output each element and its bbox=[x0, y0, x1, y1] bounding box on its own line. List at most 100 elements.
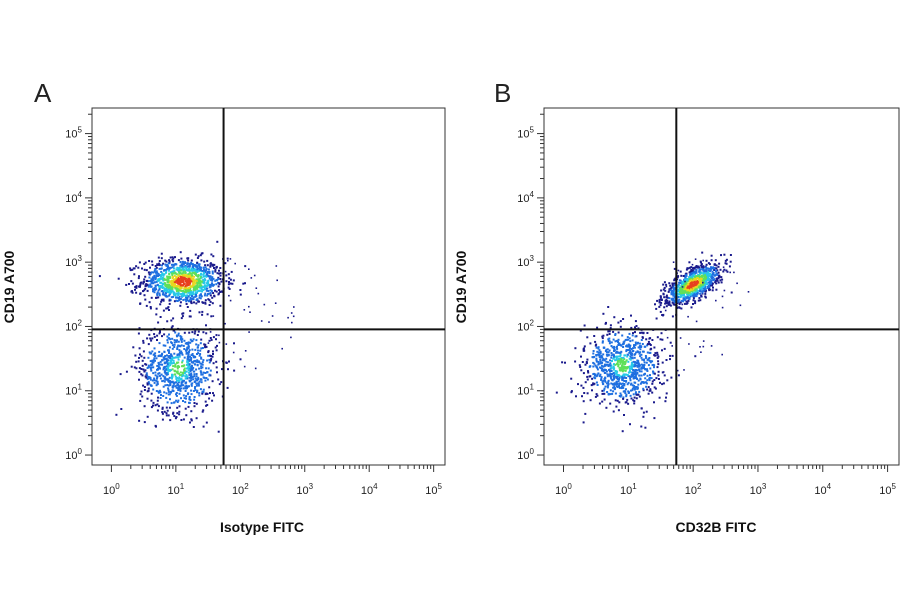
event-dot bbox=[182, 292, 184, 295]
event-dot bbox=[692, 283, 695, 286]
event-dot bbox=[185, 370, 188, 373]
event-dot bbox=[703, 288, 706, 291]
event-dot bbox=[165, 357, 168, 360]
event-dot bbox=[614, 370, 617, 372]
event-dot bbox=[197, 255, 200, 258]
event-dot bbox=[582, 400, 585, 403]
event-dot bbox=[570, 390, 573, 393]
event-dot bbox=[160, 373, 163, 376]
event-dot bbox=[680, 307, 683, 310]
y-tick-label: 102 bbox=[65, 318, 82, 333]
event-dot bbox=[678, 286, 681, 289]
event-dot bbox=[208, 270, 211, 273]
event-dot bbox=[182, 284, 184, 287]
event-dot bbox=[614, 372, 617, 375]
event-dot bbox=[650, 347, 653, 350]
event-dot bbox=[621, 334, 624, 337]
event-dot bbox=[159, 316, 162, 318]
event-dot bbox=[147, 285, 150, 288]
event-dot bbox=[677, 269, 680, 272]
event-dot bbox=[147, 381, 150, 384]
event-dot bbox=[193, 398, 196, 401]
event-dot bbox=[157, 405, 160, 408]
event-dot bbox=[216, 344, 218, 347]
event-dot bbox=[168, 350, 171, 353]
event-dot bbox=[605, 360, 608, 363]
event-dot bbox=[145, 363, 148, 366]
event-dot bbox=[702, 281, 705, 284]
event-dot bbox=[606, 386, 609, 389]
event-dot bbox=[624, 367, 627, 370]
event-dot bbox=[190, 354, 193, 357]
event-dot bbox=[193, 280, 196, 283]
event-dot bbox=[690, 289, 693, 292]
event-dot bbox=[679, 289, 682, 292]
event-dot bbox=[188, 349, 191, 352]
event-dot bbox=[168, 267, 171, 270]
event-dot bbox=[608, 330, 611, 333]
event-dot bbox=[147, 389, 150, 392]
event-dot bbox=[167, 414, 170, 417]
event-dot bbox=[153, 379, 156, 382]
event-dot bbox=[643, 345, 646, 348]
event-dot bbox=[177, 380, 180, 382]
event-dot bbox=[190, 259, 193, 262]
event-dot bbox=[650, 377, 653, 380]
event-dot bbox=[205, 392, 208, 395]
event-dot bbox=[209, 289, 212, 292]
event-dot bbox=[142, 350, 145, 353]
event-dot bbox=[586, 378, 589, 381]
event-dot bbox=[181, 361, 184, 364]
event-dot bbox=[636, 364, 639, 367]
event-dot bbox=[151, 379, 154, 382]
event-dot bbox=[145, 376, 148, 379]
event-dot bbox=[644, 355, 647, 357]
event-dot bbox=[647, 364, 650, 367]
event-dot bbox=[660, 299, 663, 301]
event-dot bbox=[695, 283, 698, 286]
event-dot bbox=[188, 366, 191, 368]
event-dot bbox=[688, 294, 691, 297]
event-dot bbox=[665, 285, 668, 288]
event-dot bbox=[186, 294, 189, 297]
event-dot bbox=[139, 283, 142, 286]
event-dot bbox=[183, 294, 186, 296]
event-dot bbox=[710, 280, 713, 283]
event-dot bbox=[184, 270, 187, 273]
event-dot bbox=[649, 361, 652, 364]
event-dot bbox=[165, 290, 168, 293]
event-dot bbox=[698, 284, 701, 287]
event-dot bbox=[627, 381, 630, 384]
event-dot bbox=[164, 355, 167, 357]
event-dot bbox=[678, 306, 681, 309]
event-dot bbox=[665, 305, 668, 308]
event-dot bbox=[588, 365, 591, 368]
event-dot bbox=[579, 329, 582, 332]
event-dot bbox=[637, 383, 640, 386]
event-dot bbox=[160, 270, 163, 273]
event-dot bbox=[135, 286, 138, 289]
event-dot bbox=[173, 381, 176, 384]
event-dot bbox=[175, 334, 178, 337]
event-dot bbox=[157, 391, 160, 394]
event-dot bbox=[156, 368, 158, 371]
event-dot bbox=[730, 291, 733, 294]
event-dot bbox=[170, 279, 173, 282]
event-dot bbox=[188, 289, 190, 292]
event-dot bbox=[198, 266, 201, 269]
event-dot bbox=[671, 354, 674, 357]
event-dot bbox=[589, 342, 592, 345]
event-dot bbox=[174, 370, 177, 373]
event-dot bbox=[633, 365, 636, 368]
event-dot bbox=[166, 341, 169, 344]
event-dot bbox=[200, 365, 203, 368]
event-dot bbox=[612, 386, 615, 389]
event-dot bbox=[208, 304, 211, 306]
event-dot bbox=[189, 284, 192, 287]
event-dot bbox=[679, 291, 682, 293]
event-dot bbox=[180, 340, 183, 343]
event-dot bbox=[188, 379, 191, 382]
event-dot bbox=[213, 263, 216, 266]
event-dot bbox=[215, 334, 218, 337]
event-dot bbox=[699, 272, 701, 275]
